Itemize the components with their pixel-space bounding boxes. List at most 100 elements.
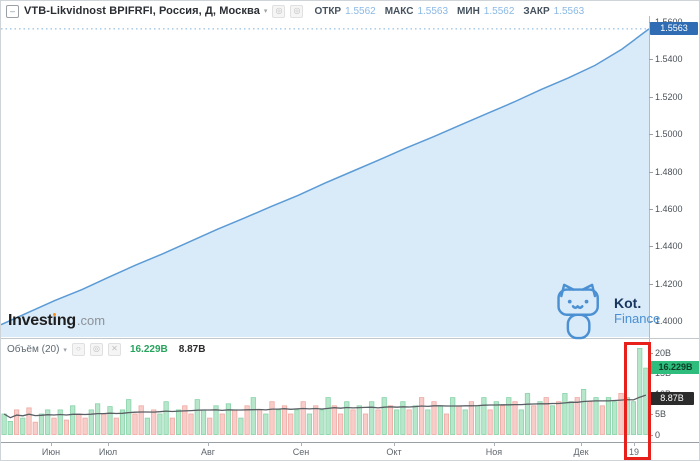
volume-bar xyxy=(387,405,394,435)
kot-logo-subtitle: Finance xyxy=(614,311,661,326)
volume-bar xyxy=(306,413,313,435)
volume-bar xyxy=(562,393,568,435)
time-tick-mark xyxy=(208,442,209,446)
legend-close-icon[interactable]: ✕ xyxy=(107,343,121,356)
price-line xyxy=(1,28,650,326)
volume-bar xyxy=(344,401,350,435)
time-tick-mark xyxy=(301,442,302,446)
kot-finance-watermark: Kot. Finance xyxy=(552,282,660,340)
volume-bar xyxy=(412,405,418,435)
time-tick-label: Сен xyxy=(292,447,310,457)
volume-bar xyxy=(593,397,599,435)
price-tick: 1.4800 xyxy=(655,166,683,177)
time-tick-label: Авг xyxy=(200,447,216,457)
investing-logo-text: Invest xyxy=(8,312,53,329)
volume-bar xyxy=(113,417,119,435)
volume-bar xyxy=(38,413,45,435)
price-tick: 1.5600 xyxy=(655,17,683,27)
volume-bar xyxy=(288,413,294,435)
volume-bar xyxy=(225,403,231,435)
volume-bar xyxy=(499,405,506,435)
volume-bar xyxy=(76,413,82,435)
volume-bar xyxy=(574,397,580,435)
volume-bar xyxy=(618,393,624,435)
volume-tick: 0 xyxy=(655,429,661,440)
pane-divider[interactable] xyxy=(1,338,699,339)
volume-bar xyxy=(537,401,543,435)
volume-bar xyxy=(57,409,63,435)
volume-bar xyxy=(20,417,26,435)
volume-bar xyxy=(244,405,250,435)
volume-bar xyxy=(599,405,605,435)
volume-bar xyxy=(144,417,150,435)
volume-legend: Объём (20) ▾ ○ ◎ ✕ 16.229B 8.87B xyxy=(7,343,205,356)
volume-bar xyxy=(605,397,612,435)
close-value: 1.5563 xyxy=(553,5,585,17)
volume-bar xyxy=(468,401,475,435)
volume-bar xyxy=(400,401,406,435)
volume-bar xyxy=(300,401,306,435)
price-tick: 1.5200 xyxy=(655,91,683,102)
volume-bar xyxy=(630,401,637,435)
volume-tick: 5B xyxy=(655,409,667,419)
price-tick: 1.5400 xyxy=(655,54,683,65)
time-axis-line xyxy=(1,442,699,443)
low-value: 1.5562 xyxy=(483,5,515,17)
volume-bar xyxy=(568,401,574,435)
volume-bar xyxy=(331,405,337,435)
volume-bar xyxy=(207,417,213,435)
volume-current-value: 16.229B xyxy=(129,344,168,355)
kot-finance-text: Kot. Finance xyxy=(614,296,661,327)
volume-bar xyxy=(182,405,188,435)
symbol-title[interactable]: VTB-Likvidnost BPIFRFI, Россия, Д, Москв… xyxy=(24,5,260,17)
investing-watermark: Invest ı ng .com xyxy=(8,312,105,330)
legend-settings-icon[interactable]: ○ xyxy=(71,343,85,356)
volume-bar xyxy=(337,413,344,435)
chevron-down-icon[interactable]: ▾ xyxy=(63,346,67,354)
chevron-down-icon[interactable]: ▾ xyxy=(263,8,268,15)
chart-style-icon[interactable]: ◎ xyxy=(272,4,286,18)
volume-bar xyxy=(587,401,593,435)
volume-bar xyxy=(362,413,369,435)
volume-bar xyxy=(406,409,412,435)
time-tick-mark xyxy=(108,442,109,446)
volume-bar xyxy=(256,409,263,435)
last-price-badge: 1.5563 xyxy=(650,22,698,36)
legend-visibility-icon[interactable]: ◎ xyxy=(89,343,103,356)
open-value: 1.5562 xyxy=(345,5,376,17)
close-label: ЗАКР xyxy=(523,5,550,17)
volume-ma-value: 8.87B xyxy=(178,344,206,355)
volume-bar xyxy=(126,399,132,435)
volume-bar xyxy=(394,409,400,435)
price-tick: 1.4600 xyxy=(655,203,683,214)
time-tick-label: 19 xyxy=(628,447,640,457)
price-tick: 1.4400 xyxy=(655,241,683,252)
volume-bar xyxy=(138,405,144,435)
collapse-pane-button[interactable]: – xyxy=(6,4,19,18)
volume-bar xyxy=(101,413,107,435)
price-tick-dash xyxy=(649,96,653,98)
chart-header: – VTB-Likvidnost BPIFRFI, Россия, Д, Мос… xyxy=(6,4,589,18)
volume-tick-dash xyxy=(649,352,653,354)
time-tick-mark xyxy=(494,442,495,446)
volume-bar xyxy=(425,409,431,435)
volume-bar xyxy=(119,409,126,435)
price-tick: 1.4200 xyxy=(655,278,683,289)
volume-bar xyxy=(263,413,269,435)
volume-bar xyxy=(493,401,499,435)
price-tick-dash xyxy=(649,246,653,248)
volume-bar xyxy=(95,403,101,435)
volume-bar xyxy=(281,405,288,435)
volume-ma-line xyxy=(3,394,647,419)
chart-settings-icon[interactable]: ◎ xyxy=(290,4,304,18)
volume-bar xyxy=(213,405,219,435)
volume-legend-label: Объём (20) xyxy=(7,344,60,355)
volume-bar xyxy=(151,409,157,435)
volume-bar xyxy=(157,413,163,435)
volume-bar xyxy=(581,388,587,435)
time-tick-label: Ноя xyxy=(485,447,503,457)
volume-bar xyxy=(13,409,20,435)
price-tick-dash xyxy=(649,171,653,173)
